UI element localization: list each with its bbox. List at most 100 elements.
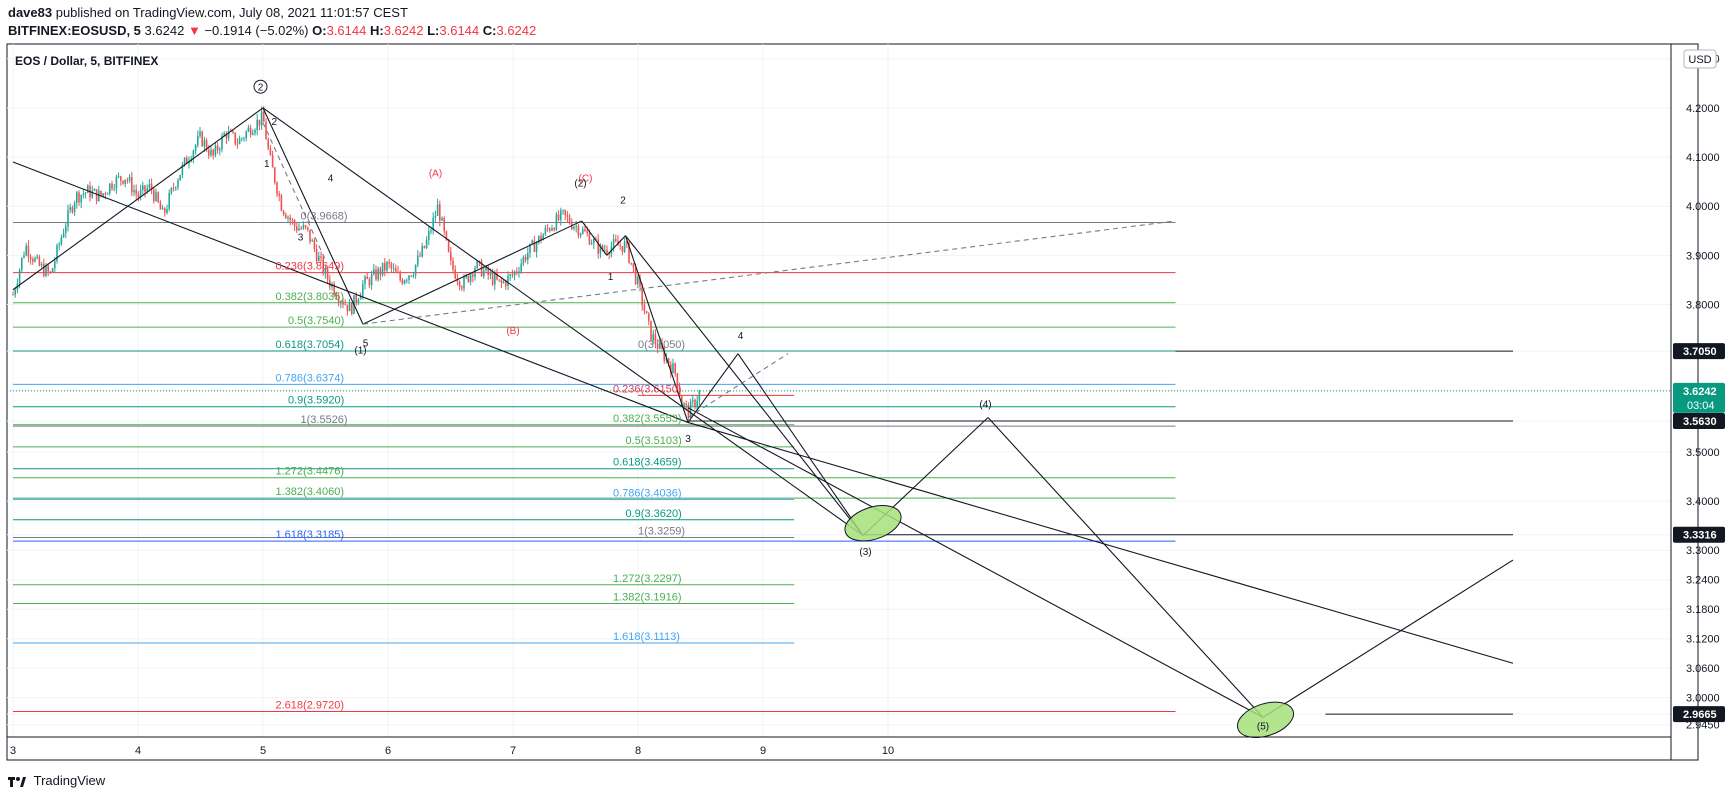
candle-body (485, 267, 487, 271)
candle-body (157, 192, 159, 203)
candle-body (467, 275, 470, 282)
candle-body (696, 400, 698, 407)
candle-body (346, 304, 349, 312)
candle-body (575, 226, 577, 228)
wave-label: (B) (506, 326, 519, 337)
candle-body (421, 245, 423, 257)
candle-body (245, 131, 247, 139)
candle-body (309, 229, 311, 242)
candle-body (45, 265, 47, 276)
trendline[interactable] (12, 107, 264, 291)
fib-level-label: 1(3.3259) (638, 526, 685, 538)
price-badge[interactable] (1673, 382, 1725, 413)
trendline[interactable] (737, 353, 864, 536)
dashed-trendline[interactable] (687, 353, 789, 418)
candle-body (403, 280, 406, 284)
candle-body (122, 180, 124, 184)
fib-level-label: 0.236(3.6150) (613, 383, 682, 395)
wave-label: 3 (298, 233, 304, 244)
candle-body (564, 209, 566, 216)
candle-body (159, 202, 162, 210)
trendline[interactable] (987, 417, 1264, 718)
candle-body (483, 270, 485, 277)
candle-body (197, 135, 199, 146)
price-badge[interactable] (1673, 412, 1725, 429)
wave-circle (253, 79, 268, 94)
wave-label: 2 (620, 196, 626, 207)
candle-body (392, 268, 395, 269)
candle-body (221, 135, 223, 150)
trendline[interactable] (362, 220, 582, 325)
candle-body (84, 192, 87, 194)
trendline[interactable] (1262, 559, 1514, 718)
trendline[interactable] (624, 235, 689, 423)
trendline[interactable] (625, 235, 864, 536)
candle-body (458, 281, 461, 287)
candle-body (183, 157, 186, 165)
trendline[interactable] (262, 107, 364, 325)
candle-body (461, 286, 463, 289)
candle-body (161, 208, 164, 210)
candle-body (219, 149, 221, 151)
high-value: 3.6242 (383, 23, 424, 38)
candle-body (634, 267, 637, 284)
candle-body (254, 130, 256, 134)
trend-lines[interactable] (12, 107, 1514, 718)
candle-body (384, 262, 386, 271)
trendline[interactable] (262, 107, 864, 536)
candle-body (302, 225, 305, 229)
footer-brand[interactable]: TradingView (8, 772, 105, 788)
time-tick-label: 7 (510, 745, 516, 757)
price-tick-label: 3.3000 (1686, 545, 1720, 557)
candle-body (377, 268, 379, 280)
candle-body (106, 193, 109, 195)
price-badge[interactable] (1673, 526, 1725, 543)
price-tick-label: 3.2400 (1686, 575, 1720, 587)
candle-body (307, 226, 309, 230)
price-badge[interactable] (1673, 706, 1725, 723)
candle-body (390, 263, 393, 269)
price-axis[interactable]: 4.30004.20004.10004.00003.90003.80003.50… (1673, 54, 1725, 732)
wave-label: 4 (328, 174, 334, 185)
fib-level-label: 0.9(3.5920) (288, 395, 344, 407)
trendline[interactable] (687, 353, 739, 423)
symbol-name[interactable]: BITFINEX:EOSUSD, 5 (8, 23, 141, 38)
fib-level-label: 0.618(3.4659) (613, 457, 682, 469)
trendline[interactable] (687, 421, 1514, 664)
trendline[interactable] (687, 407, 1264, 718)
candle-body (73, 203, 76, 212)
candle-body (128, 177, 131, 181)
dashed-trendline[interactable] (362, 220, 1176, 325)
dashed-trendline[interactable] (262, 122, 327, 261)
price-badge-label: 3.3316 (1683, 530, 1717, 542)
currency-button[interactable] (1683, 49, 1717, 69)
candle-body (648, 313, 650, 321)
wave-label: (3) (859, 547, 871, 558)
author-name[interactable]: dave83 (8, 5, 53, 20)
trendline[interactable] (581, 220, 608, 256)
candle-body (291, 220, 294, 221)
candle-body (454, 269, 456, 279)
price-tick-label: 3.0000 (1686, 693, 1720, 705)
candle-body (531, 240, 533, 244)
candle-body (282, 210, 285, 215)
candle-body (439, 204, 441, 221)
candle-body (78, 192, 80, 203)
trendline[interactable] (606, 235, 626, 256)
price-tick-label: 4.2000 (1686, 103, 1720, 115)
candle-body (51, 268, 54, 273)
candle-body (326, 268, 329, 280)
candle-body (639, 277, 641, 287)
candle-body (109, 183, 111, 194)
candle-body (670, 364, 672, 374)
candle-body (54, 261, 56, 269)
candle-body (582, 229, 584, 234)
time-axis[interactable]: 3 4 5 6 7 8 9 10 (10, 745, 894, 757)
trendline[interactable] (12, 161, 689, 423)
candle-body (201, 131, 203, 147)
candle-body (527, 253, 529, 261)
price-badge[interactable] (1673, 343, 1725, 360)
price-tick-label: 4.1000 (1686, 152, 1720, 164)
candle-body (502, 281, 505, 283)
